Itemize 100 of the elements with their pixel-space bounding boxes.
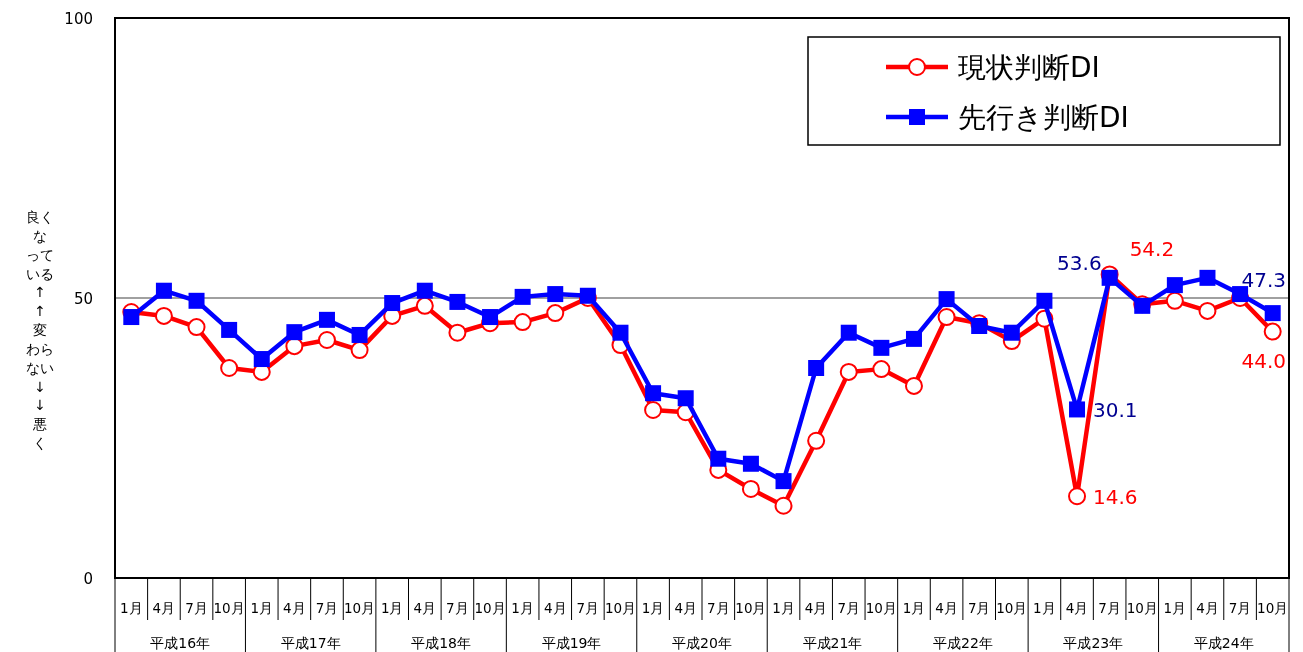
point bbox=[416, 282, 433, 299]
point bbox=[741, 479, 760, 498]
x-tick-label: 4月 bbox=[1196, 600, 1219, 616]
point bbox=[1003, 324, 1020, 341]
x-tick-label: 7月 bbox=[315, 600, 339, 616]
point bbox=[384, 295, 401, 312]
point bbox=[677, 390, 694, 407]
legend-label: 先行き判断DI bbox=[958, 101, 1129, 134]
x-tick-label: 10月 bbox=[474, 600, 506, 616]
point bbox=[482, 309, 499, 326]
point bbox=[286, 324, 303, 341]
point bbox=[872, 360, 891, 379]
x-tick-label: 1月 bbox=[380, 600, 404, 616]
data-label: 54.2 bbox=[1129, 237, 1175, 262]
x-tick-label: 7月 bbox=[967, 600, 991, 616]
x-tick-label: 4月 bbox=[283, 600, 306, 616]
x-tick-label: 1月 bbox=[1163, 600, 1187, 616]
text: 平成18年 bbox=[411, 635, 472, 651]
point bbox=[774, 496, 793, 515]
x-tick-label: 1月 bbox=[1033, 600, 1056, 616]
point bbox=[317, 331, 336, 349]
x-tick-label: 1月 bbox=[772, 600, 795, 616]
x-tick-label: 10月 bbox=[1257, 600, 1289, 616]
y-tick-label: 0 bbox=[83, 570, 93, 588]
x-tick-label: 7月 bbox=[1228, 600, 1252, 616]
x-tick-label: 7月 bbox=[707, 600, 730, 616]
legend-label: 現状判断DI bbox=[958, 51, 1100, 84]
point bbox=[1101, 269, 1118, 286]
data-label: 14.6 bbox=[1093, 485, 1138, 510]
x-tick-label: 7月 bbox=[185, 600, 208, 616]
point bbox=[644, 401, 663, 419]
point bbox=[547, 286, 564, 303]
x-tick-label: 7月 bbox=[837, 600, 861, 616]
point bbox=[971, 318, 988, 334]
x-tick-label: 1月 bbox=[250, 600, 274, 616]
text: 良くなっている↑↑変わらない↓↓悪く bbox=[26, 209, 54, 452]
x-tick-label: 4月 bbox=[935, 600, 958, 616]
point bbox=[937, 308, 956, 327]
x-tick-label: 10月 bbox=[996, 600, 1028, 616]
point bbox=[1036, 292, 1053, 309]
point bbox=[904, 376, 923, 395]
data-label: 47.3 bbox=[1241, 268, 1286, 293]
point bbox=[742, 455, 759, 472]
point bbox=[1264, 305, 1281, 322]
x-tick-label: 4月 bbox=[413, 600, 437, 616]
x-tick-label: 7月 bbox=[1098, 600, 1121, 616]
point bbox=[318, 311, 335, 328]
point bbox=[449, 293, 466, 310]
x-tick-label: 7月 bbox=[576, 600, 600, 616]
point bbox=[710, 450, 727, 467]
text: 平成16年 bbox=[150, 635, 211, 651]
point bbox=[514, 288, 531, 305]
point bbox=[253, 351, 270, 368]
point bbox=[1199, 269, 1216, 286]
point bbox=[188, 292, 205, 309]
point bbox=[513, 313, 532, 332]
point bbox=[1263, 322, 1282, 341]
x-tick-label: 4月 bbox=[543, 600, 567, 616]
x-tick-label: 1月 bbox=[511, 600, 534, 616]
x-tick-label: 10月 bbox=[735, 600, 767, 616]
point bbox=[350, 341, 369, 360]
point bbox=[221, 321, 238, 338]
data-label: 53.6 bbox=[1057, 250, 1102, 275]
x-tick-label: 1月 bbox=[902, 600, 926, 616]
x-tick-label: 10月 bbox=[865, 600, 897, 616]
text: 平成24年 bbox=[1193, 635, 1254, 651]
text: 平成22年 bbox=[932, 635, 993, 651]
x-tick-label: 4月 bbox=[674, 600, 697, 616]
point bbox=[1165, 291, 1184, 310]
point bbox=[1166, 277, 1183, 294]
point bbox=[1232, 286, 1249, 303]
point bbox=[154, 306, 173, 325]
point bbox=[807, 431, 826, 450]
point bbox=[808, 360, 825, 376]
x-tick-label: 4月 bbox=[152, 600, 176, 616]
point bbox=[840, 324, 857, 341]
x-tick-label: 10月 bbox=[604, 600, 637, 616]
x-tick-label: 1月 bbox=[641, 600, 665, 616]
text: 平成19年 bbox=[541, 635, 602, 651]
point bbox=[220, 359, 239, 377]
text: 平成20年 bbox=[672, 635, 732, 651]
point bbox=[1069, 401, 1086, 418]
point bbox=[1068, 487, 1087, 506]
point bbox=[873, 339, 890, 356]
point bbox=[905, 330, 922, 347]
x-tick-label: 10月 bbox=[213, 600, 245, 616]
x-tick-label: 10月 bbox=[343, 600, 376, 616]
point bbox=[1198, 301, 1217, 320]
x-tick-label: 4月 bbox=[804, 600, 828, 616]
text: 平成21年 bbox=[802, 635, 863, 651]
point bbox=[123, 309, 140, 326]
y-tick-label: 50 bbox=[73, 290, 93, 308]
point bbox=[448, 323, 467, 342]
point bbox=[775, 473, 792, 490]
point bbox=[155, 282, 172, 299]
text: 平成23年 bbox=[1063, 635, 1124, 651]
point bbox=[645, 385, 662, 402]
x-tick-label: 10月 bbox=[1126, 600, 1158, 616]
point bbox=[351, 326, 368, 343]
y-tick-label: 100 bbox=[64, 10, 93, 28]
